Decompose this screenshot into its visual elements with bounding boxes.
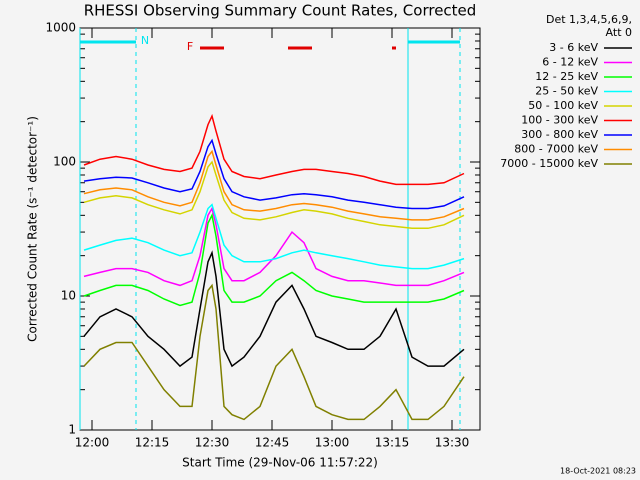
legend-label: 6 - 12 keV: [542, 56, 598, 69]
x-tick-label: 12:30: [195, 436, 230, 450]
series-line: [83, 138, 465, 210]
flare-label: F: [187, 40, 193, 53]
x-tick-label: 12:15: [135, 436, 170, 450]
x-tick-label: 13:30: [435, 436, 470, 450]
series-line: [83, 206, 465, 287]
x-tick-label: 13:15: [375, 436, 410, 450]
series-line: [83, 250, 465, 368]
chart-title: RHESSI Observing Summary Count Rates, Co…: [84, 2, 477, 20]
x-tick-label: 13:00: [315, 436, 350, 450]
x-tick-label: 12:00: [75, 436, 110, 450]
footer: 18-Oct-2021 08:23: [560, 467, 636, 476]
series-line: [83, 203, 465, 270]
x-axis-label: Start Time (29-Nov-06 11:57:22): [182, 456, 378, 470]
y-axis-label: Corrected Count Rate (s⁻¹ detector⁻¹): [26, 116, 40, 342]
series-line: [83, 113, 465, 186]
legend-label: 800 - 7000 keV: [514, 143, 598, 156]
y-tick-label: 1: [68, 423, 76, 437]
legend-label: 3 - 6 keV: [549, 41, 598, 54]
legend-label: 50 - 100 keV: [528, 99, 598, 112]
x-tick-label: 12:45: [255, 436, 290, 450]
legend-label: 7000 - 15000 keV: [500, 157, 598, 170]
legend-header: Det 1,3,4,5,6,9,: [546, 13, 632, 26]
legend-label: 25 - 50 keV: [535, 85, 598, 98]
legend-label: 300 - 800 keV: [521, 128, 598, 141]
legend-header: Att 0: [606, 26, 632, 39]
y-tick-label: 10: [61, 289, 76, 303]
night-label: N: [141, 34, 149, 47]
y-tick-label: 100: [53, 155, 76, 169]
series-line: [83, 213, 465, 307]
legend-label: 12 - 25 keV: [535, 70, 598, 83]
y-tick-label: 1000: [45, 21, 76, 35]
series-line: [83, 149, 465, 221]
legend-label: 100 - 300 keV: [521, 114, 598, 127]
series-line: [83, 160, 465, 230]
series-line: [83, 283, 465, 421]
